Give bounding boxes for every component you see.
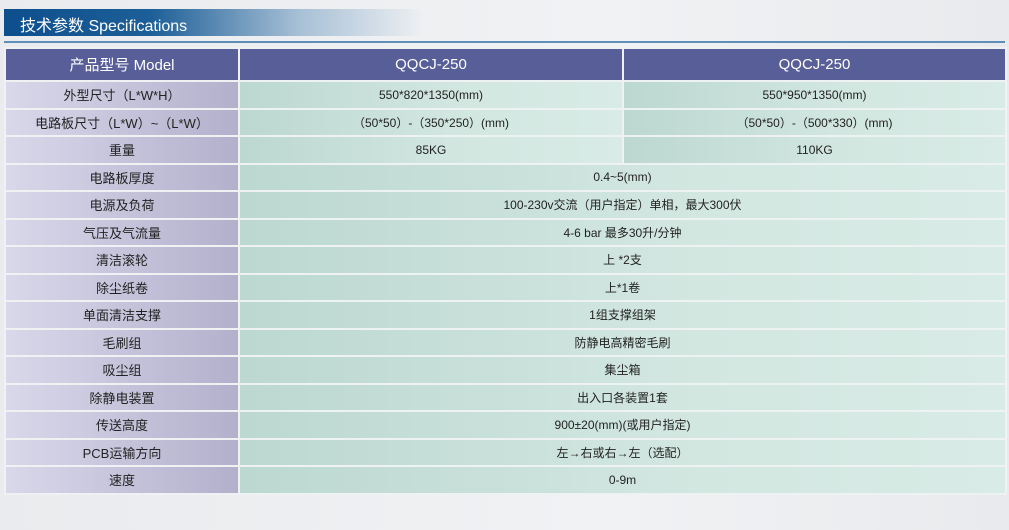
row-label: 气压及气流量 — [4, 217, 240, 247]
row-value: 100-230v交流（用户指定）单相，最大300伏 — [238, 190, 1007, 220]
row-value: （50*50）-（500*330）(mm) — [622, 107, 1007, 137]
specifications-table: 产品型号 Model QQCJ-250 QQCJ-250 外型尺寸（L*W*H）… — [4, 47, 1007, 495]
row-label: 除静电装置 — [4, 382, 240, 412]
row-label: 电路板厚度 — [4, 162, 240, 192]
section-title-bar: 技术参数 Specifications — [4, 9, 424, 36]
table-row: 除静电装置 出入口各装置1套 — [4, 382, 1007, 412]
row-value: 4-6 bar 最多30升/分钟 — [238, 217, 1007, 247]
row-value: 1组支撑组架 — [238, 300, 1007, 330]
row-label: 速度 — [4, 465, 240, 495]
table-row: 电源及负荷 100-230v交流（用户指定）单相，最大300伏 — [4, 190, 1007, 220]
row-label: 电源及负荷 — [4, 190, 240, 220]
row-label: 传送高度 — [4, 410, 240, 440]
table-row: 电路板尺寸（L*W）~（L*W） （50*50）-（350*250）(mm) （50… — [4, 107, 1007, 137]
table-row: 单面清洁支撑 1组支撑组架 — [4, 300, 1007, 330]
table-row: 吸尘组 集尘箱 — [4, 355, 1007, 385]
row-label: PCB运输方向 — [4, 437, 240, 467]
row-label: 重量 — [4, 135, 240, 165]
row-value: 出入口各装置1套 — [238, 382, 1007, 412]
row-label: 毛刷组 — [4, 327, 240, 357]
table-row: 外型尺寸（L*W*H） 550*820*1350(mm) 550*950*1350(… — [4, 80, 1007, 110]
table-row: 毛刷组 防静电高精密毛刷 — [4, 327, 1007, 357]
table-row: 气压及气流量 4-6 bar 最多30升/分钟 — [4, 217, 1007, 247]
row-label: 电路板尺寸（L*W）~（L*W） — [4, 107, 240, 137]
row-value: 上 *2支 — [238, 245, 1007, 275]
table-header-row: 产品型号 Model QQCJ-250 QQCJ-250 — [4, 47, 1007, 82]
table-row: 电路板厚度 0.4~5(mm) — [4, 162, 1007, 192]
row-value: 上*1卷 — [238, 272, 1007, 302]
table-row: 传送高度 900±20(mm)(或用户指定) — [4, 410, 1007, 440]
row-value: 550*820*1350(mm) — [238, 80, 624, 110]
table-row: 重量 85KG 110KG — [4, 135, 1007, 165]
table-row: 除尘纸卷 上*1卷 — [4, 272, 1007, 302]
table-row: PCB运输方向 左→右或右→左（选配） — [4, 437, 1007, 467]
row-label: 除尘纸卷 — [4, 272, 240, 302]
row-value: 0.4~5(mm) — [238, 162, 1007, 192]
row-value: 110KG — [622, 135, 1007, 165]
header-label: 产品型号 Model — [4, 47, 240, 82]
row-value: 集尘箱 — [238, 355, 1007, 385]
header-model: QQCJ-250 — [238, 47, 624, 82]
row-label: 吸尘组 — [4, 355, 240, 385]
row-label: 单面清洁支撑 — [4, 300, 240, 330]
row-value: 0-9m — [238, 465, 1007, 495]
row-value: （50*50）-（350*250）(mm) — [238, 107, 624, 137]
row-label: 清洁滚轮 — [4, 245, 240, 275]
header-model: QQCJ-250 — [622, 47, 1007, 82]
row-value: 防静电高精密毛刷 — [238, 327, 1007, 357]
row-value: 左→右或右→左（选配） — [238, 437, 1007, 467]
table-row: 速度 0-9m — [4, 465, 1007, 495]
row-value: 85KG — [238, 135, 624, 165]
row-label: 外型尺寸（L*W*H） — [4, 80, 240, 110]
section-title: 技术参数 Specifications — [20, 18, 188, 35]
divider — [4, 41, 1005, 43]
row-value: 900±20(mm)(或用户指定) — [238, 410, 1007, 440]
row-value: 550*950*1350(mm) — [622, 80, 1007, 110]
table-row: 清洁滚轮上 *2支 — [4, 245, 1007, 275]
